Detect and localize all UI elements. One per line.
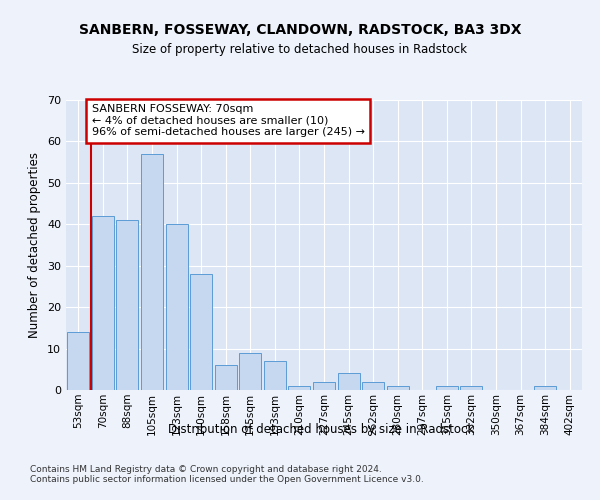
Text: Size of property relative to detached houses in Radstock: Size of property relative to detached ho… <box>133 42 467 56</box>
Text: SANBERN FOSSEWAY: 70sqm
← 4% of detached houses are smaller (10)
96% of semi-det: SANBERN FOSSEWAY: 70sqm ← 4% of detached… <box>92 104 365 138</box>
Bar <box>386 386 409 390</box>
Bar <box>239 352 262 390</box>
Bar <box>436 386 458 390</box>
Bar <box>92 216 114 390</box>
Text: Contains HM Land Registry data © Crown copyright and database right 2024.
Contai: Contains HM Land Registry data © Crown c… <box>30 465 424 484</box>
Bar <box>289 386 310 390</box>
Bar <box>190 274 212 390</box>
Bar <box>215 365 237 390</box>
Bar <box>141 154 163 390</box>
Bar <box>264 361 286 390</box>
Bar <box>166 224 188 390</box>
Bar <box>362 382 384 390</box>
Bar <box>313 382 335 390</box>
Y-axis label: Number of detached properties: Number of detached properties <box>28 152 41 338</box>
Text: Distribution of detached houses by size in Radstock: Distribution of detached houses by size … <box>168 422 474 436</box>
Bar <box>534 386 556 390</box>
Text: SANBERN, FOSSEWAY, CLANDOWN, RADSTOCK, BA3 3DX: SANBERN, FOSSEWAY, CLANDOWN, RADSTOCK, B… <box>79 22 521 36</box>
Bar <box>338 374 359 390</box>
Bar <box>460 386 482 390</box>
Bar <box>67 332 89 390</box>
Bar <box>116 220 139 390</box>
